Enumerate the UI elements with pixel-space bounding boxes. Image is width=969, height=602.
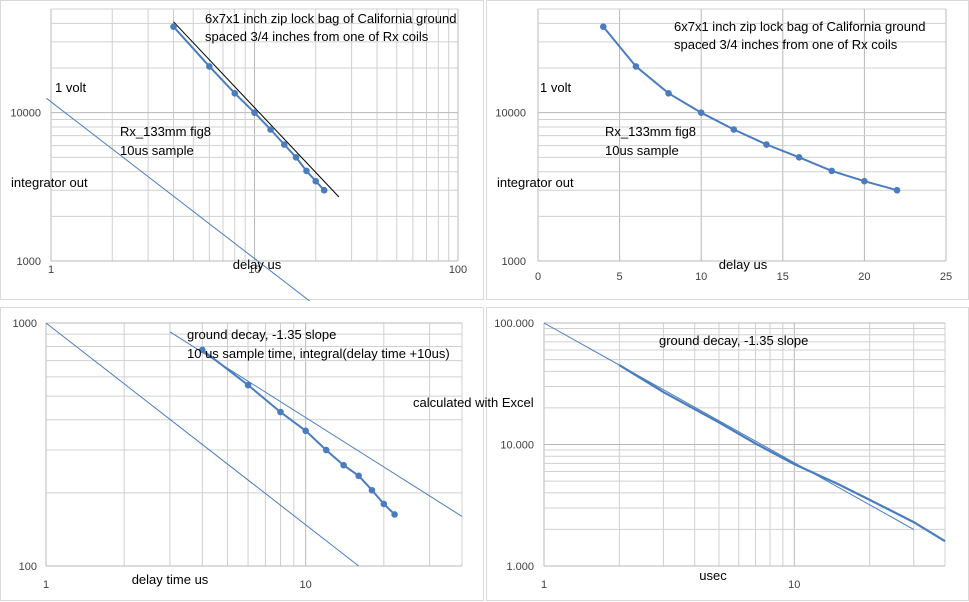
data-point (231, 90, 239, 97)
data-point (302, 427, 309, 435)
chart-bottom-right-svg: 1 10 1.000 10.000 100.000 usec ground decay, -… (494, 318, 946, 591)
chart-top-left: 1 10 100 1000 10000 delay us 6x7x1 inch zip lo… (0, 0, 484, 301)
data-point (267, 126, 274, 133)
chart-bottom-left-svg: 1 10 100 1000 delay time us ground decay, -1.… (13, 318, 463, 591)
x-axis-title: usec (699, 568, 727, 583)
data-point (665, 90, 672, 97)
y-tick-label: 100 (19, 561, 37, 573)
y-tick-label: 10.000 (500, 440, 534, 452)
chart-bottom-right: 1 10 1.000 10.000 100.000 usec ground decay, -… (486, 307, 969, 601)
data-point (861, 177, 868, 185)
data-point (170, 23, 177, 30)
x-tick-label: 15 (777, 271, 789, 283)
chart-annotation: spaced 3/4 inches from one of Rx coils (205, 29, 429, 44)
chart-annotation: ground decay, -1.35 slope (187, 327, 336, 342)
data-point (730, 126, 738, 133)
data-point (320, 186, 328, 194)
data-point (368, 486, 376, 494)
y-tick-label: 1000 (502, 256, 526, 268)
data-point (391, 511, 398, 518)
y-tick-label: 1000 (17, 256, 41, 268)
data-point (277, 408, 284, 416)
series-line (201, 349, 396, 516)
y-tick-label: 10000 (10, 108, 41, 120)
chart-bottom-left: 1 10 100 1000 delay time us ground decay, -1.… (0, 307, 484, 601)
data-point (292, 154, 300, 161)
chart-annotation: Rx_133mm fig8 (120, 124, 211, 139)
x-tick-label: 1 (541, 579, 547, 591)
data-point (280, 141, 288, 148)
x-tick-label: 100 (449, 264, 467, 276)
x-tick-label: 5 (617, 271, 623, 283)
reference-line (45, 322, 359, 567)
y-tick-label: 10000 (495, 108, 526, 120)
data-point (828, 167, 836, 175)
x-tick-label: 1 (48, 264, 54, 276)
series-line (602, 26, 898, 192)
chart-top-right-svg: 0 5 10 15 20 25 1000 10000 delay us 6x7x1 inch zi… (495, 8, 952, 283)
series-line (172, 26, 325, 191)
data-point (893, 186, 901, 194)
chart-annotation: Rx_133mm fig8 (605, 124, 696, 139)
calculated-note: calculated with Excel (413, 395, 534, 410)
chart-annotation: 6x7x1 inch zip lock bag of California gr… (674, 19, 925, 34)
y-tick-label: 1000 (13, 318, 37, 330)
data-point (303, 167, 310, 175)
reference-line (46, 97, 311, 301)
chart-annotation: 10us sample (120, 143, 194, 158)
data-point (763, 141, 770, 148)
x-tick-label: 10 (695, 271, 707, 283)
chart-annotation: 1 volt (540, 80, 571, 95)
chart-annotation: 1 volt (55, 80, 86, 95)
data-point (697, 109, 705, 116)
fit-line (173, 21, 340, 198)
x-axis-title: delay time us (132, 572, 209, 587)
chart-annotation: integrator out (11, 175, 88, 190)
y-tick-label: 100.000 (494, 318, 534, 330)
x-tick-label: 10 (788, 579, 800, 591)
chart-annotation: ground decay, -1.35 slope (659, 333, 808, 348)
chart-annotation: 10 us sample time, integral(delay time +… (187, 346, 450, 361)
x-tick-label: 0 (535, 271, 541, 283)
data-point (340, 461, 347, 469)
x-axis-title: delay us (719, 257, 768, 272)
data-point (322, 446, 330, 454)
data-point (355, 472, 362, 480)
data-point (251, 109, 258, 116)
chart-top-right: 0 5 10 15 20 25 1000 10000 delay us 6x7x1 inch zi… (486, 0, 969, 300)
data-point (244, 381, 252, 389)
x-tick-label: 10 (248, 264, 260, 276)
chart-annotation: 10us sample (605, 143, 679, 158)
x-tick-label: 20 (858, 271, 870, 283)
data-point (199, 346, 206, 354)
data-point (312, 177, 320, 185)
x-axis-title: delay us (233, 257, 282, 272)
chart-top-left-svg: 1 10 100 1000 10000 delay us 6x7x1 inch zip lo… (10, 8, 467, 301)
data-point (599, 23, 607, 30)
x-tick-label: 1 (43, 579, 49, 591)
series-curve (618, 364, 946, 543)
data-point (632, 63, 640, 70)
reference-line (543, 322, 914, 530)
data-point (206, 63, 213, 70)
chart-annotation: integrator out (497, 175, 574, 190)
y-tick-label: 1.000 (506, 561, 534, 573)
chart-annotation: 6x7x1 inch zip lock bag of California gr… (205, 11, 456, 26)
data-point (380, 500, 388, 508)
x-tick-label: 10 (300, 579, 312, 591)
data-point (795, 154, 803, 161)
x-tick-label: 25 (940, 271, 952, 283)
chart-annotation: spaced 3/4 inches from one of Rx coils (674, 37, 898, 52)
